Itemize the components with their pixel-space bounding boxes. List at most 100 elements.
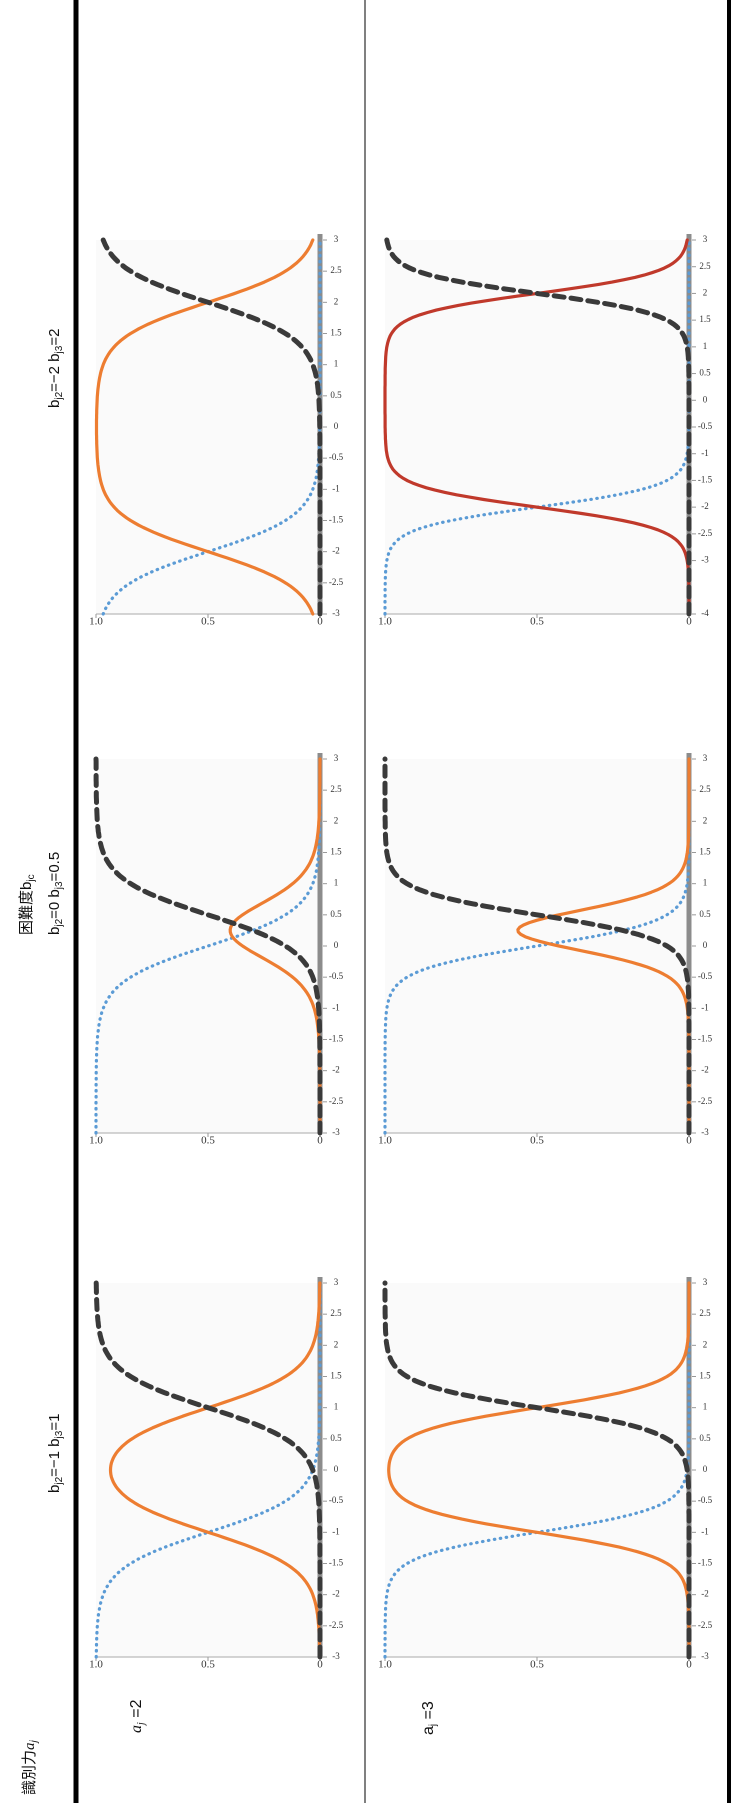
col2-sub3: j3 — [54, 881, 65, 890]
x-tick-label: -0.5 — [698, 971, 713, 981]
y-tick-label: 0.5 — [530, 616, 544, 628]
series-line-dashed — [93, 756, 323, 1136]
x-tick-label: -1.5 — [329, 1558, 344, 1568]
x-tick-label: 0 — [334, 421, 339, 431]
row-axis-label: 識別力 — [21, 1749, 38, 1795]
x-tick-label: 2 — [703, 287, 708, 297]
x-tick-label: -2.5 — [698, 1096, 713, 1106]
y-tick-label: 0.5 — [201, 616, 215, 628]
x-tick-label: -1.5 — [329, 515, 344, 525]
series-line-dashed — [100, 237, 323, 617]
row-axis-header: 識別力aj — [18, 1740, 40, 1795]
col1-sub3: j3 — [54, 1430, 65, 1439]
series-line-dashed — [382, 1280, 692, 1660]
x-tick-label: 1.5 — [330, 328, 342, 338]
y-tick-label: 0.5 — [201, 1659, 215, 1671]
x-tick-label: -1.5 — [698, 1558, 713, 1568]
x-tick-label: -3 — [701, 1127, 709, 1137]
x-tick-label: 1 — [334, 1402, 339, 1412]
x-tick-label: -0.5 — [329, 1495, 344, 1505]
x-tick-label: 0 — [334, 940, 339, 950]
y-tick-label: 1.0 — [89, 616, 103, 628]
row1-eq: =2 — [128, 1699, 145, 1718]
x-tick-label: -3 — [332, 1651, 340, 1661]
col3-eq3: =2 — [46, 328, 63, 346]
column-header-2: bj2=0 bj3=0.5 — [46, 852, 65, 935]
x-tick-label: 1.5 — [330, 1371, 342, 1381]
y-tick-label: 1.0 — [378, 616, 392, 628]
y-tick-label: 0 — [686, 616, 692, 628]
y-tick-label: 0 — [686, 1135, 692, 1147]
x-tick-label: 1 — [703, 878, 708, 888]
x-tick-label: -2.5 — [329, 1096, 344, 1106]
plot-area — [385, 1283, 689, 1657]
x-tick-label: 1.5 — [699, 1371, 711, 1381]
x-tick-label: -2.5 — [698, 1620, 713, 1630]
x-tick-label: 3 — [703, 753, 708, 763]
x-tick-label: 3 — [703, 1277, 708, 1287]
y-tick-label: 0 — [317, 1135, 323, 1147]
y-tick-label: 0 — [317, 1659, 323, 1671]
plot-area — [96, 240, 320, 614]
y-tick-label: 0.5 — [530, 1135, 544, 1147]
x-tick-label: 2.5 — [330, 265, 342, 275]
x-tick-label: 2.5 — [699, 261, 711, 271]
x-tick-label: 2 — [334, 1339, 339, 1349]
chart-panel-a2-col2: 0 0.5 1.0 -3 -2.5 -2 -1.5 -1 -0.5 0 0.5 1 1.5 2 2.5 3 — [89, 753, 344, 1147]
x-tick-label: 3 — [334, 753, 339, 763]
chart-panel-a3-col3: 0 0.5 1.0 -4 -3 -2.5 -2 -1.5 -1 -0.5 0 0.5 1 1.5 2 2.5 3 — [378, 234, 713, 628]
row-axis-symbol: a — [22, 1742, 38, 1750]
series-line-solid — [108, 1281, 322, 1659]
x-tick-label: 1 — [334, 359, 339, 369]
chart-panel-a2-col1: 0 0.5 1.0 -3 -2.5 -2 -1.5 -1 -0.5 0 0.5 1 1.5 2 2.5 3 — [89, 1277, 344, 1671]
x-tick-label: -1 — [701, 1002, 709, 1012]
x-tick-label: 0 — [703, 1464, 708, 1474]
y-tick-label: 0.5 — [530, 1659, 544, 1671]
series-line-dotted — [94, 757, 322, 1135]
x-tick-label: 0 — [334, 1464, 339, 1474]
row-axis-symbol-sub: j — [29, 1740, 40, 1743]
x-tick-label: 2.5 — [699, 784, 711, 794]
col2-b: b — [46, 926, 63, 935]
x-tick-label: 0.5 — [330, 1433, 342, 1443]
x-tick-label: 0.5 — [699, 1433, 711, 1443]
x-tick-label: -1 — [332, 1002, 340, 1012]
col-axis-label: 困難度b — [18, 881, 35, 935]
row-label-2: aj =3 — [420, 1701, 439, 1735]
column-header-1: bj2=−1 bj3=1 — [46, 1414, 65, 1493]
row2-eq: =3 — [420, 1701, 437, 1720]
col2-sub2: j2 — [54, 918, 65, 927]
x-tick-label: -2.5 — [698, 528, 713, 538]
series-line-dashed — [93, 1280, 323, 1660]
x-tick-label: 3 — [703, 234, 708, 244]
row1-sym: a — [128, 1725, 145, 1733]
y-tick-label: 1.0 — [378, 1135, 392, 1147]
x-tick-label: -3 — [701, 1651, 709, 1661]
chart-panel-a2-col3: 0 0.5 1.0 -3 -2.5 -2 -1.5 -1 -0.5 0 0.5 1 1.5 2 2.5 3 — [89, 234, 344, 628]
series-line-dashed — [382, 756, 692, 1136]
y-tick-label: 1.0 — [89, 1659, 103, 1671]
x-tick-label: 3 — [334, 1277, 339, 1287]
x-tick-label: 1 — [703, 341, 708, 351]
x-tick-label: 0.5 — [699, 368, 711, 378]
x-tick-label: -1 — [332, 483, 340, 493]
column-header-3: bj2=−2 bj3=2 — [46, 329, 65, 408]
plot-area — [385, 759, 689, 1133]
y-tick-label: 0 — [317, 616, 323, 628]
x-tick-label: -1 — [701, 448, 709, 458]
x-tick-label: -0.5 — [698, 421, 713, 431]
col2-b3: b — [46, 889, 63, 898]
x-tick-label: -3 — [332, 1127, 340, 1137]
col1-eq3: =1 — [46, 1413, 63, 1431]
y-tick-label: 0.5 — [201, 1135, 215, 1147]
col2-eq2: =0 — [46, 901, 63, 919]
x-tick-label: -0.5 — [329, 452, 344, 462]
y-tick-label: 0 — [686, 1659, 692, 1671]
x-tick-label: 0.5 — [699, 909, 711, 919]
col-axis-label-sub: jc — [26, 874, 37, 882]
series-line-solid — [383, 238, 691, 616]
x-tick-label: 2 — [703, 815, 708, 825]
